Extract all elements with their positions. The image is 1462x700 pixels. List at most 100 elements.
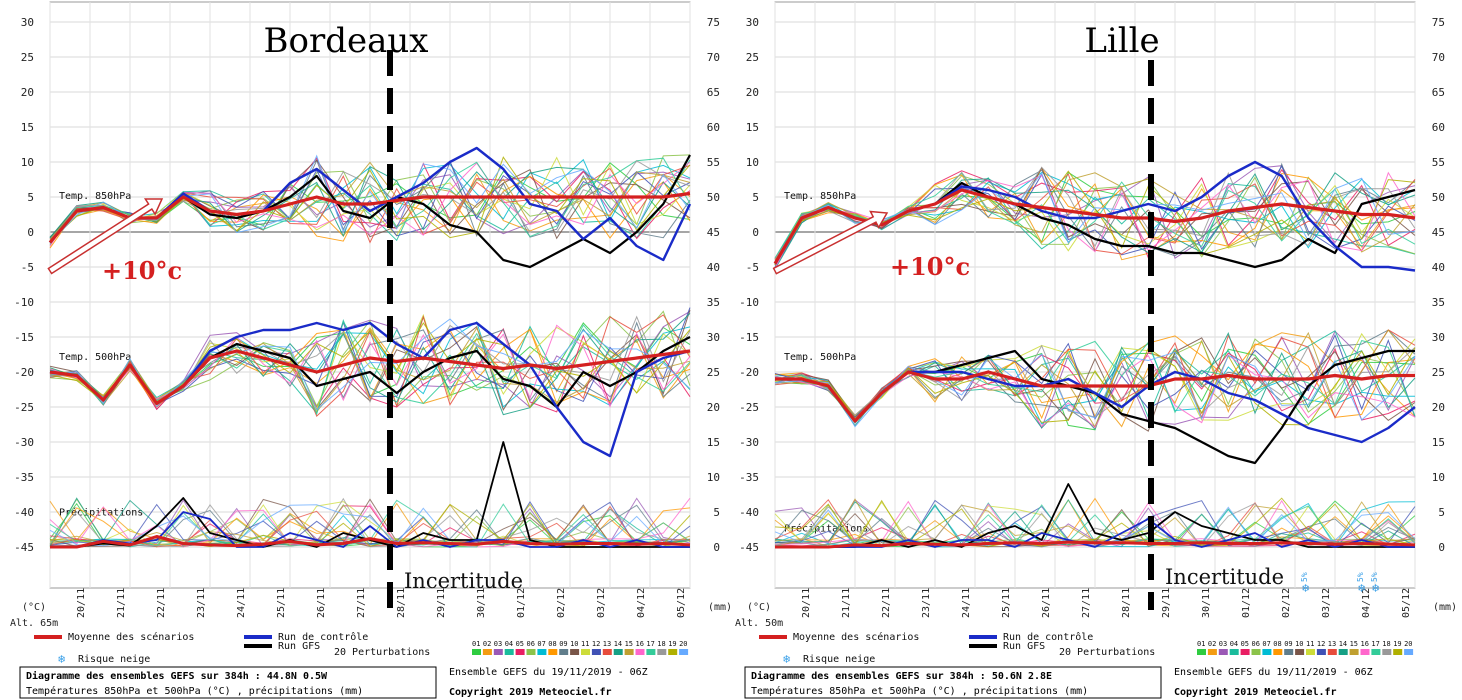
perturbation-850-line — [774, 169, 1416, 261]
x-tick-label: 26/11 — [316, 588, 327, 618]
perturb-id-label: 05 — [1241, 640, 1249, 648]
perturb-swatch — [591, 649, 601, 655]
footer-box — [744, 666, 1162, 699]
perturb-swatch — [548, 649, 558, 655]
perturb-id-label: 04 — [505, 640, 513, 648]
perturb-swatch — [1327, 649, 1337, 655]
y-left-tick-label: -45 — [739, 541, 759, 554]
x-tick-label: 26/11 — [1041, 588, 1052, 618]
gfs-precip-line — [775, 483, 1415, 548]
perturbation-precip-line — [774, 497, 1416, 547]
x-tick-label: 02/12 — [556, 588, 567, 618]
legend-snow-label: Risque neige — [78, 654, 150, 665]
mean-500-line — [775, 370, 1415, 423]
perturb-id-label: 14 — [614, 640, 622, 648]
y-left-tick-label: 20 — [746, 86, 759, 99]
footer-subtitle: Températures 850hPa et 500hPa (°C) , pré… — [26, 685, 363, 697]
perturb-swatch — [559, 649, 569, 655]
perturb-swatch — [1284, 649, 1294, 655]
footer-title: Diagramme des ensembles GEFS sur 384h : … — [26, 670, 328, 682]
y-left-tick-label: 0 — [752, 226, 759, 239]
legend-control-label: Run de contrôle — [1003, 631, 1093, 643]
y-left-tick-label: -40 — [739, 506, 759, 519]
perturb-swatch — [1218, 649, 1228, 655]
y-left-tick-label: -10 — [739, 296, 759, 309]
y-left-tick-label: 10 — [21, 156, 34, 169]
legend-gfs-label: Run GFS — [1003, 641, 1045, 652]
y-left-tick-label: -35 — [739, 471, 759, 484]
perturb-swatch — [624, 649, 634, 655]
perturb-swatch — [1295, 649, 1305, 655]
perturb-id-label: 12 — [1317, 640, 1325, 648]
x-tick-label: 05/12 — [1401, 588, 1412, 618]
uncertainty-label: Incertitude — [1165, 565, 1284, 589]
mean-500-line — [49, 349, 691, 406]
y-right-tick-label: 0 — [1438, 541, 1445, 554]
increase-arrow — [772, 210, 889, 275]
x-tick-label: 21/11 — [116, 588, 127, 618]
x-tick-label: 02/12 — [1281, 588, 1292, 618]
x-tick-label: 04/12 — [636, 588, 647, 618]
x-tick-label: 23/11 — [921, 588, 932, 618]
y-right-tick-label: 10 — [707, 471, 720, 484]
y-right-tick-label: 40 — [1432, 261, 1445, 274]
perturb-swatch — [493, 649, 503, 655]
perturb-id-label: 09 — [1284, 640, 1292, 648]
perturb-id-label: 02 — [483, 640, 491, 648]
x-tick-label: 03/12 — [596, 588, 607, 618]
x-tick-label: 22/11 — [881, 588, 892, 618]
perturb-id-label: 03 — [494, 640, 502, 648]
y-left-tick-label: -15 — [14, 331, 34, 344]
y-left-tick-label: -40 — [14, 506, 34, 519]
perturbation-500-line — [774, 351, 1416, 428]
footer-title: Diagramme des ensembles GEFS sur 384h : … — [751, 670, 1052, 682]
y-left-tick-label: 25 — [746, 51, 759, 64]
perturb-swatch — [482, 649, 492, 655]
increase-arrow — [47, 198, 164, 275]
perturb-swatch — [581, 649, 590, 655]
snowflake-icon: ❄ — [1372, 581, 1379, 595]
perturb-id-label: 01 — [472, 640, 480, 648]
y-right-tick-label: 70 — [707, 51, 720, 64]
perturb-id-label: 16 — [1361, 640, 1369, 648]
t500-label: Temp. 500hPa — [59, 352, 131, 363]
y-right-tick-label: 55 — [707, 156, 720, 169]
perturbation-precip-line — [49, 497, 691, 548]
x-tick-label: 01/12 — [1241, 588, 1252, 618]
perturb-swatch — [646, 649, 656, 655]
x-tick-label: 30/11 — [476, 588, 487, 618]
altitude-label: Alt. 50m — [735, 618, 783, 629]
perturb-id-label: 01 — [1197, 640, 1205, 648]
perturb-id-label: 06 — [1252, 640, 1260, 648]
perturb-swatch — [668, 649, 678, 655]
t500-label: Temp. 500hPa — [784, 352, 856, 363]
perturb-id-label: 13 — [603, 640, 611, 648]
perturbation-850-line — [49, 170, 691, 242]
y-left-tick-label: 30 — [21, 16, 34, 29]
y-right-tick-label: 5 — [1438, 506, 1445, 519]
x-tick-label: 27/11 — [356, 588, 367, 618]
legend-gfs-label: Run GFS — [278, 641, 320, 652]
y-right-tick-label: 75 — [707, 16, 720, 29]
perturb-swatch — [1240, 649, 1250, 655]
perturb-id-label: 18 — [1382, 640, 1390, 648]
footer-run: Ensemble GEFS du 19/11/2019 - 06Z — [449, 667, 648, 678]
mean-precip-line — [775, 540, 1416, 549]
y-right-tick-label: 10 — [1432, 471, 1445, 484]
perturb-id-label: 06 — [527, 640, 535, 648]
perturb-id-label: 16 — [636, 640, 644, 648]
x-tick-label: 01/12 — [516, 588, 527, 618]
perturb-id-label: 13 — [1328, 640, 1336, 648]
perturb-id-label: 15 — [1350, 640, 1358, 648]
perturbation-850-line — [49, 154, 691, 244]
y-right-tick-label: 45 — [1432, 226, 1445, 239]
perturb-swatch — [570, 649, 580, 655]
y-left-tick-label: 15 — [21, 121, 34, 134]
snow-percent-label: 5% — [1356, 572, 1365, 582]
footer-subtitle: Températures 850hPa et 500hPa (°C) , pré… — [751, 685, 1088, 697]
perturb-id-label: 11 — [1306, 640, 1314, 648]
perturb-id-label: 08 — [1273, 640, 1281, 648]
city-title: Bordeaux — [264, 21, 429, 61]
perturb-swatch — [526, 649, 536, 655]
